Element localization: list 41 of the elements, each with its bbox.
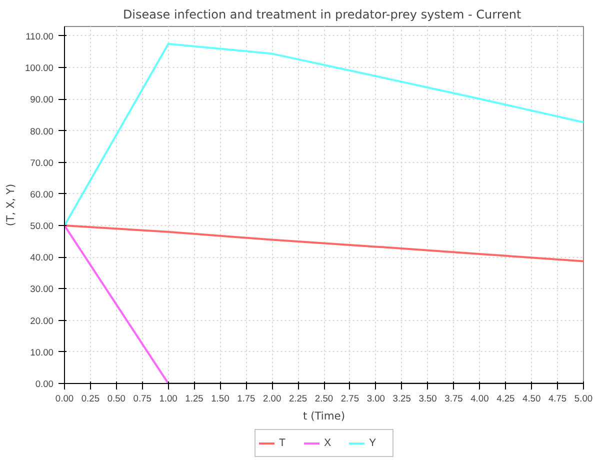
x-tick-label: 3.75 <box>444 394 463 404</box>
x-tick-label: 1.75 <box>237 394 256 404</box>
chart-title: Disease infection and treatment in predator-prey system - Current <box>122 8 522 22</box>
x-tick-label: 1.25 <box>185 394 204 404</box>
y-tick-label: 60.00 <box>30 189 54 200</box>
x-tick-label: 0.00 <box>55 394 74 404</box>
x-tick-label: 2.00 <box>263 394 282 404</box>
x-tick-label: 1.50 <box>211 394 230 404</box>
x-tick-label: 3.50 <box>418 394 437 404</box>
y-tick-label: 80.00 <box>30 126 54 136</box>
y-tick-label: 100.00 <box>24 63 54 74</box>
y-axis-title: (T, X, Y) <box>4 184 17 226</box>
x-tick-label: 2.75 <box>340 394 360 404</box>
x-tick-label: 3.00 <box>366 394 385 404</box>
y-tick-label: 50.00 <box>30 221 54 232</box>
x-tick-label: 4.25 <box>496 394 515 404</box>
y-tick-label: 30.00 <box>30 284 54 294</box>
x-tick-label: 2.50 <box>314 394 334 404</box>
x-tick-label: 2.25 <box>288 394 308 404</box>
x-tick-label: 4.75 <box>548 394 567 404</box>
y-tick-label: 40.00 <box>30 252 54 263</box>
y-tick-label: 0.00 <box>35 379 54 389</box>
x-tick-label: 0.25 <box>81 394 100 404</box>
x-tick-label: 4.00 <box>470 394 489 404</box>
y-tick-label: 70.00 <box>30 158 54 168</box>
x-tick-label: 4.50 <box>522 394 541 404</box>
legend-label: Y <box>369 437 378 449</box>
y-tick-label: 110.00 <box>26 31 54 42</box>
x-tick-label: 5.00 <box>574 394 593 404</box>
legend-label: X <box>324 437 332 449</box>
x-tick-label: 3.25 <box>392 394 411 404</box>
y-tick-label: 20.00 <box>30 316 54 326</box>
legend-label: T <box>279 437 287 449</box>
x-tick-label: 1.00 <box>159 394 178 404</box>
y-tick-label: 10.00 <box>30 347 54 358</box>
y-tick-label: 90.00 <box>30 94 54 105</box>
x-axis-title: t (Time) <box>303 410 345 422</box>
x-tick-label: 0.75 <box>133 394 152 404</box>
line-series <box>64 42 584 227</box>
line-series <box>64 224 584 262</box>
x-tick-label: 0.50 <box>107 394 126 404</box>
